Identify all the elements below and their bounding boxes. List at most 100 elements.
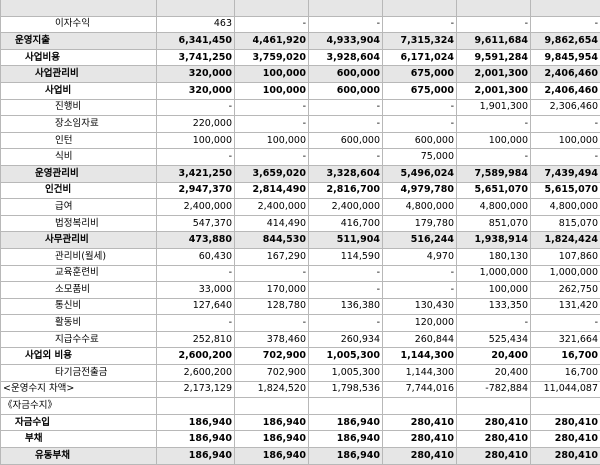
value-cell: 100,000 [235, 66, 309, 83]
value-cell: 1,901,300 [457, 99, 531, 116]
value-cell: 9,862,654 [531, 33, 600, 50]
value-cell: 131,420 [531, 298, 600, 315]
value-cell: - [309, 16, 383, 33]
value-cell: 3,759,020 [235, 49, 309, 66]
value-cell: - [235, 116, 309, 133]
value-cell: 2,173,129 [157, 381, 235, 398]
value-cell: 1,938,914 [457, 232, 531, 249]
value-cell: 280,410 [383, 448, 457, 465]
value-cell: - [457, 116, 531, 133]
value-cell: 16,700 [531, 365, 600, 382]
row-label: 《자금수지》 [1, 398, 157, 415]
value-cell: 473,880 [157, 232, 235, 249]
value-cell: - [309, 149, 383, 166]
value-cell: - [157, 265, 235, 282]
value-cell: - [383, 116, 457, 133]
value-cell: - [235, 149, 309, 166]
value-cell: 186,940 [309, 448, 383, 465]
value-cell [531, 0, 600, 16]
row-label: 인건비 [1, 182, 157, 199]
value-cell: - [235, 315, 309, 332]
table-row [1, 0, 600, 16]
value-cell: 414,490 [235, 215, 309, 232]
row-label: 관리비(월세) [1, 248, 157, 265]
value-cell: 525,434 [457, 331, 531, 348]
value-cell: - [531, 315, 600, 332]
value-cell: 600,000 [383, 132, 457, 149]
value-cell: 2,406,460 [531, 66, 600, 83]
value-cell: 2,001,300 [457, 82, 531, 99]
value-cell: 3,928,604 [309, 49, 383, 66]
value-cell: 1,005,300 [309, 348, 383, 365]
value-cell: 128,780 [235, 298, 309, 315]
value-cell: 4,800,000 [531, 199, 600, 216]
row-label: 자금수입 [1, 414, 157, 431]
value-cell [235, 398, 309, 415]
value-cell: 186,940 [309, 431, 383, 448]
row-label: 인턴 [1, 132, 157, 149]
value-cell: 100,000 [235, 82, 309, 99]
value-cell: 107,860 [531, 248, 600, 265]
value-cell: 4,800,000 [383, 199, 457, 216]
value-cell: 186,940 [235, 414, 309, 431]
value-cell: 130,430 [383, 298, 457, 315]
row-label: 부채 [1, 431, 157, 448]
value-cell: - [235, 99, 309, 116]
row-label: 식비 [1, 149, 157, 166]
value-cell [457, 398, 531, 415]
row-label: 사업비용 [1, 49, 157, 66]
value-cell: - [157, 315, 235, 332]
value-cell: 33,000 [157, 282, 235, 299]
value-cell: 2,306,460 [531, 99, 600, 116]
value-cell: 260,934 [309, 331, 383, 348]
value-cell: 844,530 [235, 232, 309, 249]
row-label [1, 0, 157, 16]
value-cell: 260,844 [383, 331, 457, 348]
row-label: 이자수익 [1, 16, 157, 33]
value-cell: 320,000 [157, 82, 235, 99]
row-label: 교육훈련비 [1, 265, 157, 282]
value-cell: 7,589,984 [457, 165, 531, 182]
value-cell: -782,884 [457, 381, 531, 398]
value-cell: 2,600,200 [157, 365, 235, 382]
row-label: 사업관리비 [1, 66, 157, 83]
value-cell: 6,341,450 [157, 33, 235, 50]
value-cell: - [157, 149, 235, 166]
value-cell: 6,171,024 [383, 49, 457, 66]
value-cell: 220,000 [157, 116, 235, 133]
value-cell: 186,940 [157, 431, 235, 448]
value-cell: 378,460 [235, 331, 309, 348]
value-cell: - [531, 149, 600, 166]
value-cell: 516,244 [383, 232, 457, 249]
value-cell: 4,933,904 [309, 33, 383, 50]
value-cell: 702,900 [235, 365, 309, 382]
value-cell: 320,000 [157, 66, 235, 83]
value-cell: 280,410 [531, 414, 600, 431]
value-cell [309, 0, 383, 16]
value-cell: 280,410 [457, 431, 531, 448]
value-cell: 1,144,300 [383, 348, 457, 365]
value-cell: 2,400,000 [157, 199, 235, 216]
value-cell: 815,070 [531, 215, 600, 232]
value-cell: - [457, 149, 531, 166]
row-label: 유동부채 [1, 448, 157, 465]
value-cell: 702,900 [235, 348, 309, 365]
value-cell: 5,615,070 [531, 182, 600, 199]
value-cell: 600,000 [309, 66, 383, 83]
value-cell [457, 0, 531, 16]
value-cell: 114,590 [309, 248, 383, 265]
